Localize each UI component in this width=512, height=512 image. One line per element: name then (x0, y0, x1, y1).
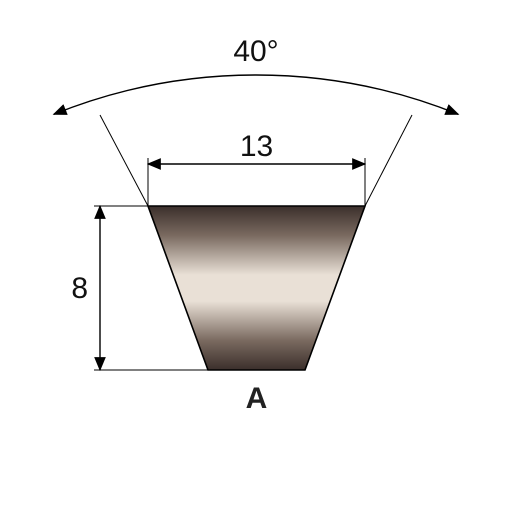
angle-dimension-arc (54, 75, 459, 114)
belt-cross-section-diagram: 40° 13 8 A (0, 0, 512, 512)
angle-label: 40° (233, 35, 278, 68)
height-label: 8 (71, 272, 88, 305)
diagram-canvas: 40° 13 8 A (0, 0, 512, 512)
angle-ray-left (100, 115, 148, 206)
profile-label: A (246, 382, 268, 415)
belt-body (148, 206, 365, 370)
angle-ray-right (365, 115, 412, 206)
width-label: 13 (240, 130, 273, 163)
